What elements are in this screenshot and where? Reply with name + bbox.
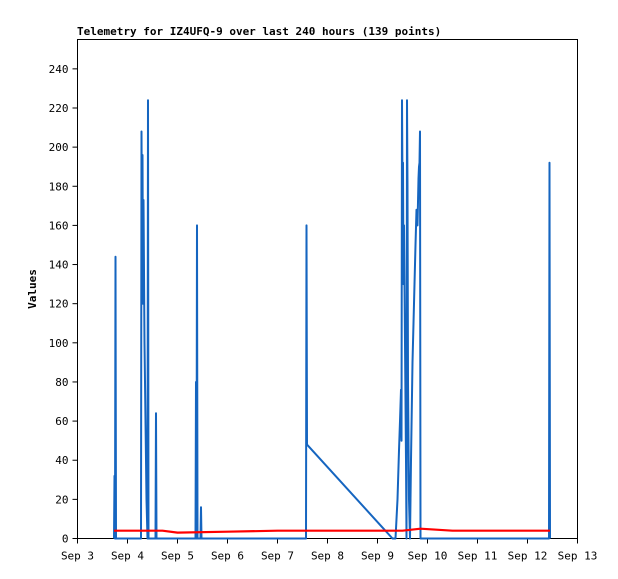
y-tick-label: 20 xyxy=(55,493,68,506)
y-axis: 0 20 40 60 80 100 120 140 160 180 200 220 240 xyxy=(49,63,78,546)
y-tick-label: 40 xyxy=(55,454,68,467)
y-tick-label: 140 xyxy=(49,259,69,272)
y-tick-label: 80 xyxy=(55,376,68,389)
y-tick-label: 0 xyxy=(62,533,69,546)
x-tick-label: Sep 6 xyxy=(211,550,244,563)
y-tick-label: 240 xyxy=(49,63,69,76)
y-tick-label: 200 xyxy=(49,141,69,154)
x-tick-label: Sep 9 xyxy=(361,550,394,563)
series-line-1 xyxy=(113,99,551,540)
x-tick-label: Sep 7 xyxy=(261,550,294,563)
x-tick-label: Sep 4 xyxy=(111,550,144,563)
x-tick-label: Sep 12 xyxy=(508,550,548,563)
y-axis-label: Values xyxy=(26,269,39,309)
x-axis: Sep 3 Sep 4 Sep 5 Sep 6 Sep 7 Sep 8 Sep 9 Sep 1… xyxy=(61,538,598,563)
x-tick-label: Sep 8 xyxy=(311,550,344,563)
y-tick-label: 120 xyxy=(49,298,69,311)
y-tick-label: 220 xyxy=(49,102,69,115)
plot-frame xyxy=(77,39,578,539)
x-tick-label: Sep 11 xyxy=(458,550,498,563)
chart-title: Telemetry for IZ4UFQ-9 over last 240 hou… xyxy=(77,25,441,38)
y-tick-label: 180 xyxy=(49,180,69,193)
series-layer xyxy=(113,99,551,540)
x-tick-label: Sep 13 xyxy=(558,550,598,563)
y-tick-label: 160 xyxy=(49,219,69,232)
x-tick-label: Sep 5 xyxy=(161,550,194,563)
x-tick-label: Sep 3 xyxy=(61,550,94,563)
x-tick-label: Sep 10 xyxy=(408,550,448,563)
y-tick-label: 60 xyxy=(55,415,68,428)
y-tick-label: 100 xyxy=(49,337,69,350)
series-line-2 xyxy=(114,527,550,534)
